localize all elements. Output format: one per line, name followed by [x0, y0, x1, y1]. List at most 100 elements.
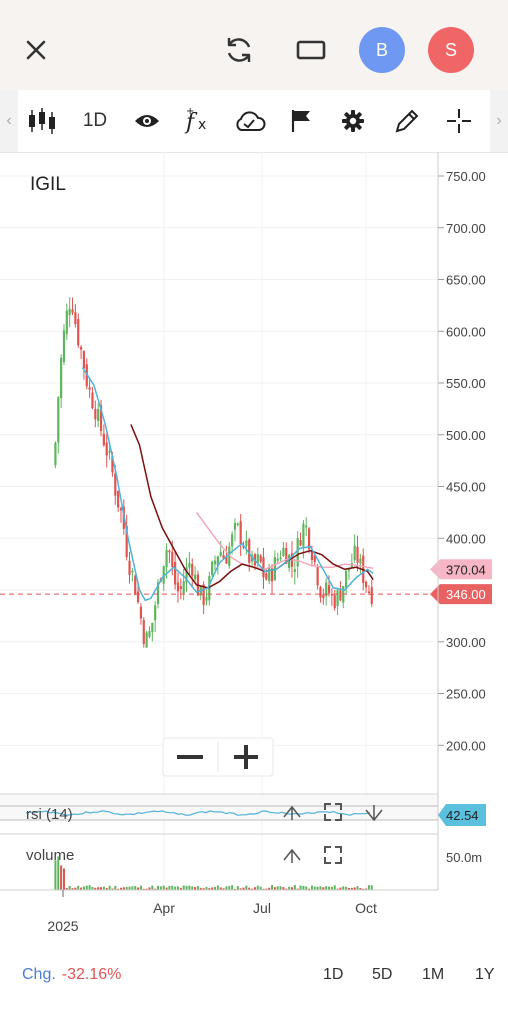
toolbar-scroll-left-icon[interactable]: ‹	[0, 90, 18, 152]
volume-arrow-up-icon[interactable]	[283, 848, 301, 863]
crosshair-icon[interactable]	[444, 103, 474, 139]
candle-body	[168, 550, 171, 553]
bottom-bar: Chg. -32.16% 1D 5D 1M 1Y	[0, 947, 508, 1024]
change-display: Chg. -32.16%	[22, 966, 121, 984]
volume-bar	[290, 887, 293, 890]
volume-bar	[176, 886, 179, 890]
volume-bar	[245, 885, 248, 890]
timeframe-button[interactable]: 1D	[82, 110, 108, 131]
ma-price-label: 370.04	[430, 559, 492, 580]
volume-bar	[313, 886, 316, 890]
volume-bar	[367, 885, 370, 890]
y-tick-label: 750.00	[446, 169, 486, 184]
price-chart[interactable]: 750.00 700.00 650.00 600.00 550.00 500.00 450.…	[0, 152, 508, 947]
rsi-value: 42.54	[446, 808, 479, 823]
volume-bar	[91, 886, 94, 890]
range-1y-button[interactable]: 1Y	[475, 966, 495, 983]
candle-body	[54, 442, 57, 466]
candle-body	[356, 546, 359, 563]
cloud-check-icon[interactable]	[232, 103, 266, 139]
volume-bar	[117, 888, 120, 890]
candle-body	[248, 539, 251, 563]
y-tick-label: 550.00	[446, 376, 486, 391]
volume-label: volume	[26, 847, 74, 864]
volume-bar	[134, 886, 137, 890]
candle-body	[148, 631, 151, 637]
candle-body	[353, 545, 356, 561]
candle-body	[302, 523, 305, 547]
arrow-up-icon[interactable]	[283, 805, 301, 820]
volume-bar	[296, 888, 299, 890]
volume-bar	[231, 885, 234, 890]
rsi-value-tag	[438, 804, 486, 826]
candle-body	[117, 490, 120, 508]
candle-body	[233, 522, 237, 530]
arrow-down-icon[interactable]	[365, 805, 383, 822]
candle-body	[245, 540, 248, 546]
candle-body	[268, 566, 271, 582]
ma-long-line	[130, 424, 374, 589]
volume-bar	[191, 886, 194, 890]
candle-body	[333, 595, 336, 609]
candle-body	[279, 557, 282, 560]
plus-icon[interactable]	[234, 745, 258, 769]
rsi-panel: rsi (14) 42.54	[0, 793, 486, 826]
chart-grid	[0, 152, 438, 890]
candle-body	[182, 581, 185, 594]
last-price-label: 346.00	[430, 584, 492, 605]
volume-bar	[145, 888, 148, 890]
candle-body	[91, 392, 94, 409]
range-1m-button[interactable]: 1M	[422, 966, 445, 983]
volume-bar	[345, 886, 348, 890]
candle-body	[108, 450, 111, 453]
candle-body	[316, 565, 319, 586]
eye-icon[interactable]	[132, 103, 162, 139]
volume-bar	[322, 887, 325, 890]
y-tick-label: 300.00	[446, 635, 486, 650]
volume-bar	[305, 886, 308, 890]
avatar-b[interactable]: B	[359, 27, 405, 73]
candle-body	[347, 569, 351, 571]
window-icon[interactable]	[296, 38, 326, 62]
toolbar-scroll-right-icon[interactable]: ›	[490, 90, 508, 152]
close-icon[interactable]	[22, 36, 50, 64]
candle-body	[156, 582, 160, 604]
candle-body	[125, 525, 128, 558]
avatar-s[interactable]: S	[428, 27, 474, 73]
y-tick-label: 400.00	[446, 531, 486, 546]
candle-body	[145, 632, 148, 648]
top-bar: B S	[0, 0, 508, 90]
volume-tick: 50.0m	[446, 850, 482, 865]
volume-bar	[65, 888, 68, 890]
candle-body	[111, 455, 114, 473]
flag-icon[interactable]	[288, 103, 314, 139]
pencil-icon[interactable]	[392, 103, 422, 139]
function-icon[interactable]: f x +	[182, 103, 214, 139]
minus-icon[interactable]	[177, 755, 203, 759]
expand-icon[interactable]	[324, 803, 342, 821]
candle-body	[128, 560, 131, 575]
candle-body	[319, 587, 322, 598]
volume-expand-icon[interactable]	[324, 846, 342, 864]
x-axis: Apr Jul Oct 2025	[0, 152, 439, 934]
gear-icon[interactable]	[340, 103, 366, 139]
candle-body	[142, 620, 145, 644]
candle-body	[105, 442, 108, 456]
volume-bar	[233, 888, 236, 890]
volume-bar	[142, 888, 145, 890]
candle-body	[265, 573, 268, 580]
candle-body	[305, 525, 308, 528]
candles	[54, 297, 373, 648]
candle-body	[325, 582, 328, 597]
range-1d-button[interactable]: 1D	[323, 966, 344, 983]
candle-body	[310, 551, 314, 560]
refresh-icon[interactable]	[222, 33, 256, 67]
candle-body	[154, 605, 157, 621]
candlestick-icon[interactable]	[26, 103, 58, 139]
candle-body	[82, 351, 86, 369]
range-5d-button[interactable]: 5D	[372, 966, 393, 983]
svg-text:x: x	[198, 117, 206, 133]
volume-bar	[208, 888, 211, 890]
volume-bar	[239, 888, 242, 890]
rsi-label: rsi (14)	[26, 806, 73, 823]
